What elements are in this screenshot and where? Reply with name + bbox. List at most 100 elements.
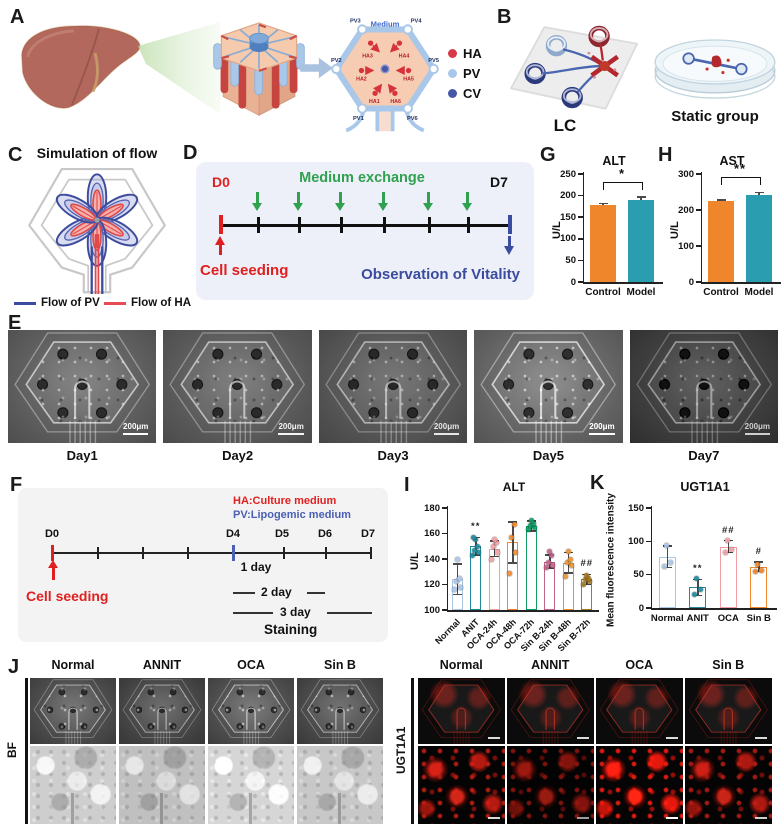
data-point-dot [550, 562, 556, 568]
timeline-d-start-tick [219, 215, 223, 234]
needle-channel [160, 792, 164, 824]
microscopy-image-day: 200μm [474, 330, 623, 443]
microscopy-image-day: 200μm [8, 330, 157, 443]
error-bar-cap [508, 562, 518, 564]
f-cell-seeding-label: Cell seeding [26, 588, 109, 604]
panel-j-column-label: Sin B [324, 658, 356, 672]
microscopy-image-red-bottom [596, 746, 683, 824]
y-tick-mark [577, 281, 583, 283]
microscopy-image-red-bottom [507, 746, 594, 824]
significance-label: * [618, 165, 626, 181]
y-tick-mark [695, 209, 701, 211]
timeline-f-tick [283, 547, 285, 559]
microscopy-image-red-top [507, 678, 594, 744]
ha5-label: HA5 [403, 76, 414, 82]
f-d4-label: D4 [225, 528, 241, 540]
bar [628, 199, 654, 282]
d7-label: D7 [490, 174, 508, 190]
scale-bar [487, 737, 500, 739]
liver-chip-lc-illustration [510, 25, 639, 110]
legend-row-ha: HA [448, 46, 482, 61]
ha6-label: HA6 [390, 99, 401, 105]
microscopy-image-day: 200μm [629, 330, 779, 443]
scale-bar [576, 737, 589, 739]
pv-flow-line-icon [14, 301, 36, 305]
data-point-dot [663, 542, 669, 548]
y-tick-mark [441, 609, 447, 611]
data-point-dot [528, 518, 534, 524]
bf-row-label: BF [5, 742, 19, 758]
lobule-hexagon-diagram: Medium PV3 PV4 PV2 PV5 PV1 PV6 HA3 HA4 H… [331, 19, 439, 133]
error-bar-line [697, 579, 699, 596]
data-point-dot [490, 543, 496, 549]
data-point-dot [471, 534, 477, 540]
y-tick-label: 160 [424, 528, 440, 539]
microscopy-image-bf-top [208, 678, 294, 744]
error-bar-cap [636, 196, 646, 198]
data-point-dot [527, 523, 533, 529]
data-point-dot [470, 552, 476, 558]
scale-bar [576, 817, 589, 819]
panel-j-column-label: ANNIT [531, 658, 570, 672]
pv-lipogemic-medium-label: PV:Lipogemic medium [233, 509, 351, 521]
medium-exchange-arrow-icon [335, 192, 345, 214]
flow-ha-label: Flow of HA [131, 297, 192, 309]
timeline-d-tick [428, 217, 431, 233]
duration-3day-label: 3 day [280, 605, 311, 619]
chart-title: ALT [502, 480, 526, 494]
error-bar-cap [526, 530, 536, 532]
legend-pv-label: PV [463, 66, 481, 81]
timeline-d-tick [298, 217, 301, 233]
scale-bar: 200μm [433, 423, 460, 435]
microscopy-image-day: 200μm [163, 330, 312, 443]
y-tick-mark [645, 573, 651, 576]
significance-label: ** [733, 161, 747, 177]
chart-alt-control-model: ALT U/L 0 50 100 150 200 250 Control Model * [548, 152, 666, 302]
legend-cv-label: CV [463, 86, 482, 101]
data-point-dot [587, 579, 593, 585]
data-point-dot [722, 549, 728, 555]
duration-3day-left-line [233, 612, 273, 614]
f-cell-seeding-arrow-icon [48, 560, 58, 580]
significance-bracket [603, 181, 643, 190]
chart-alt-drug-groups: ALT U/L 100 120 140 160 180 Normal ** ANIT OCA-24h… [406, 478, 602, 660]
simulation-of-flow-title: Simulation of flow [36, 145, 158, 161]
y-axis-line [446, 506, 449, 611]
significance-mark: # [755, 546, 762, 557]
flow-pv-legend: Flow of PV [14, 297, 100, 309]
chart-title: ALT [602, 154, 626, 168]
lc-group-label: LC [553, 116, 577, 135]
scale-bar: 200μm [123, 423, 149, 435]
timeline-f-tick [187, 547, 189, 559]
scale-bar [754, 817, 767, 819]
flow-ha-legend: Flow of HA [104, 297, 191, 309]
panel-d-label: D [183, 142, 198, 164]
duration-2day-label: 2 day [261, 585, 292, 599]
d0-label: D0 [212, 174, 230, 190]
significance-mark: ## [721, 524, 735, 536]
panel-j-label: J [8, 656, 20, 678]
panel-e-label: E [8, 312, 22, 334]
x-tick-label: Model [626, 287, 656, 298]
data-point-dot [759, 567, 765, 573]
data-point-dot [698, 586, 704, 592]
data-point-dot [694, 575, 700, 581]
data-point-dot [475, 543, 481, 549]
data-point-dot [512, 522, 518, 528]
y-tick-mark [645, 540, 651, 543]
panel-j-column-label: OCA [237, 658, 265, 672]
y-tick-label: 300 [678, 168, 694, 180]
y-tick-mark [441, 558, 447, 560]
timeline-d-tick [383, 217, 386, 233]
medium-exchange-arrow-icon [378, 192, 388, 214]
data-point-dot [583, 576, 589, 582]
panel-i-label: I [404, 474, 410, 496]
error-bar-cap [489, 555, 499, 558]
timeline-d-end-tick [508, 215, 512, 234]
panel-a-label: A [10, 6, 25, 28]
data-point-dot [661, 563, 667, 569]
timeline-f-tick [97, 547, 99, 559]
day-label: Day7 [688, 448, 720, 463]
medium-exchange-arrow-icon [462, 192, 472, 214]
